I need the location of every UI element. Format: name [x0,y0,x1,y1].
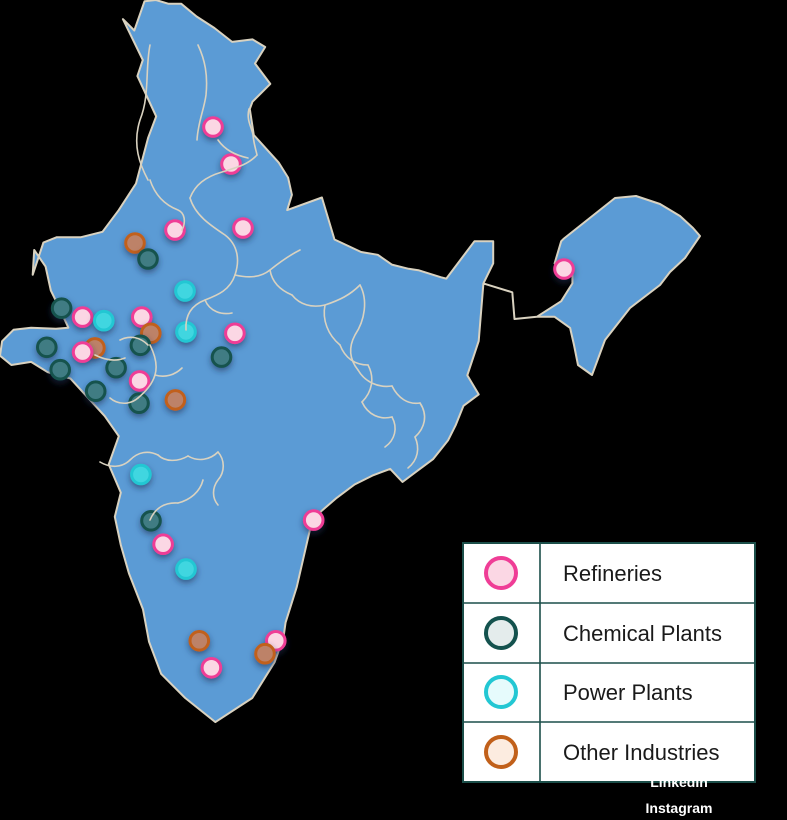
svg-text:Power Plants: Power Plants [563,680,693,705]
svg-text:Instagram: Instagram [646,800,713,816]
svg-text:Chemical Plants: Chemical Plants [563,621,722,646]
svg-text:Other Industries: Other Industries [563,740,720,765]
svg-text:Refineries: Refineries [563,561,662,586]
svg-text:LinkedIn: LinkedIn [650,774,708,790]
